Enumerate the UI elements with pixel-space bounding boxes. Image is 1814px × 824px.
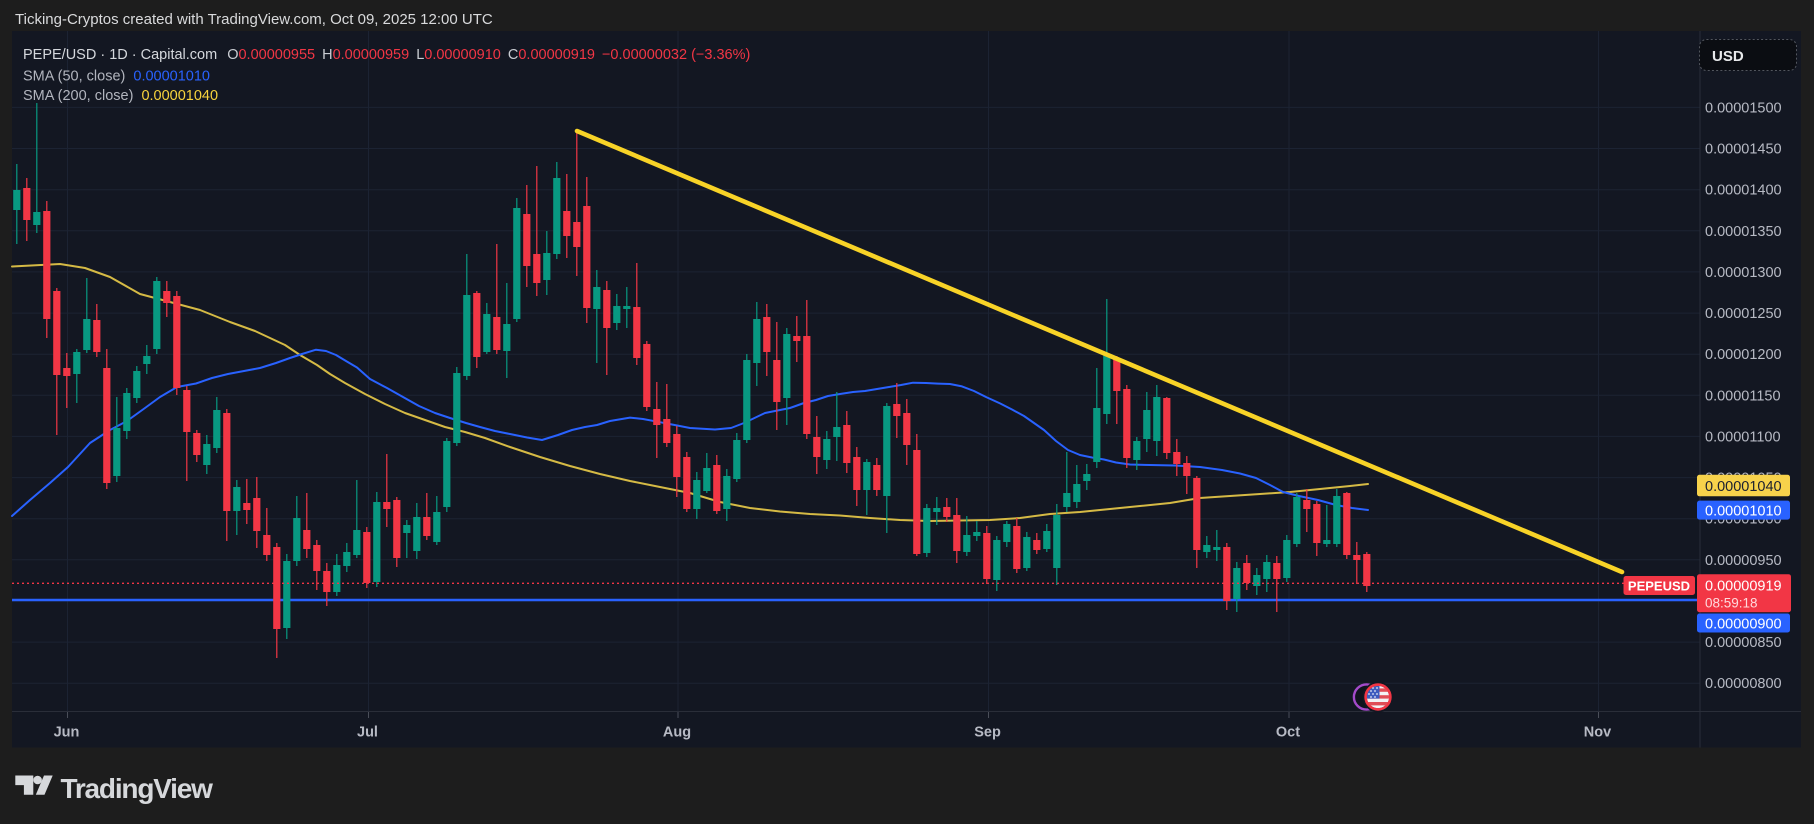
svg-text:Oct: Oct	[1276, 725, 1300, 741]
svg-text:Aug: Aug	[663, 725, 691, 741]
svg-text:0.00001400: 0.00001400	[1705, 183, 1782, 199]
svg-text:SMA (200, close) 0.00001040: SMA (200, close) 0.00001040	[23, 88, 218, 104]
svg-text:Jun: Jun	[54, 725, 80, 741]
svg-text:08:59:18: 08:59:18	[1705, 596, 1758, 611]
svg-text:SMA (50, close) 0.00001010: SMA (50, close) 0.00001010	[23, 69, 210, 85]
svg-text:0.00001150: 0.00001150	[1705, 388, 1781, 404]
svg-text:0.00000800: 0.00000800	[1705, 676, 1782, 692]
svg-text:TradingView: TradingView	[61, 773, 214, 804]
svg-text:0.00001500: 0.00001500	[1705, 100, 1782, 116]
svg-text:PEPEUSD: PEPEUSD	[1628, 579, 1690, 594]
svg-text:USD: USD	[1712, 48, 1744, 65]
svg-text:Jul: Jul	[357, 725, 378, 741]
svg-text:0.00000900: 0.00000900	[1705, 617, 1782, 633]
svg-text:0.00001450: 0.00001450	[1705, 142, 1782, 158]
svg-text:0.00001350: 0.00001350	[1705, 224, 1782, 240]
svg-text:0.00001040: 0.00001040	[1705, 479, 1782, 495]
svg-text:0.00000950: 0.00000950	[1705, 553, 1782, 569]
svg-text:0.00000919: 0.00000919	[1705, 579, 1782, 595]
svg-text:Ticking-Cryptos created with T: Ticking-Cryptos created with TradingView…	[15, 11, 493, 28]
svg-text:0.00001100: 0.00001100	[1705, 429, 1781, 445]
svg-text:0.00001300: 0.00001300	[1705, 265, 1782, 281]
svg-text:0.00001200: 0.00001200	[1705, 347, 1782, 363]
svg-text:Sep: Sep	[974, 725, 1001, 741]
svg-text:0.00001250: 0.00001250	[1705, 306, 1782, 322]
svg-text:Nov: Nov	[1584, 725, 1611, 741]
svg-text:0.00000850: 0.00000850	[1705, 635, 1782, 651]
svg-text:0.00001010: 0.00001010	[1705, 504, 1782, 520]
